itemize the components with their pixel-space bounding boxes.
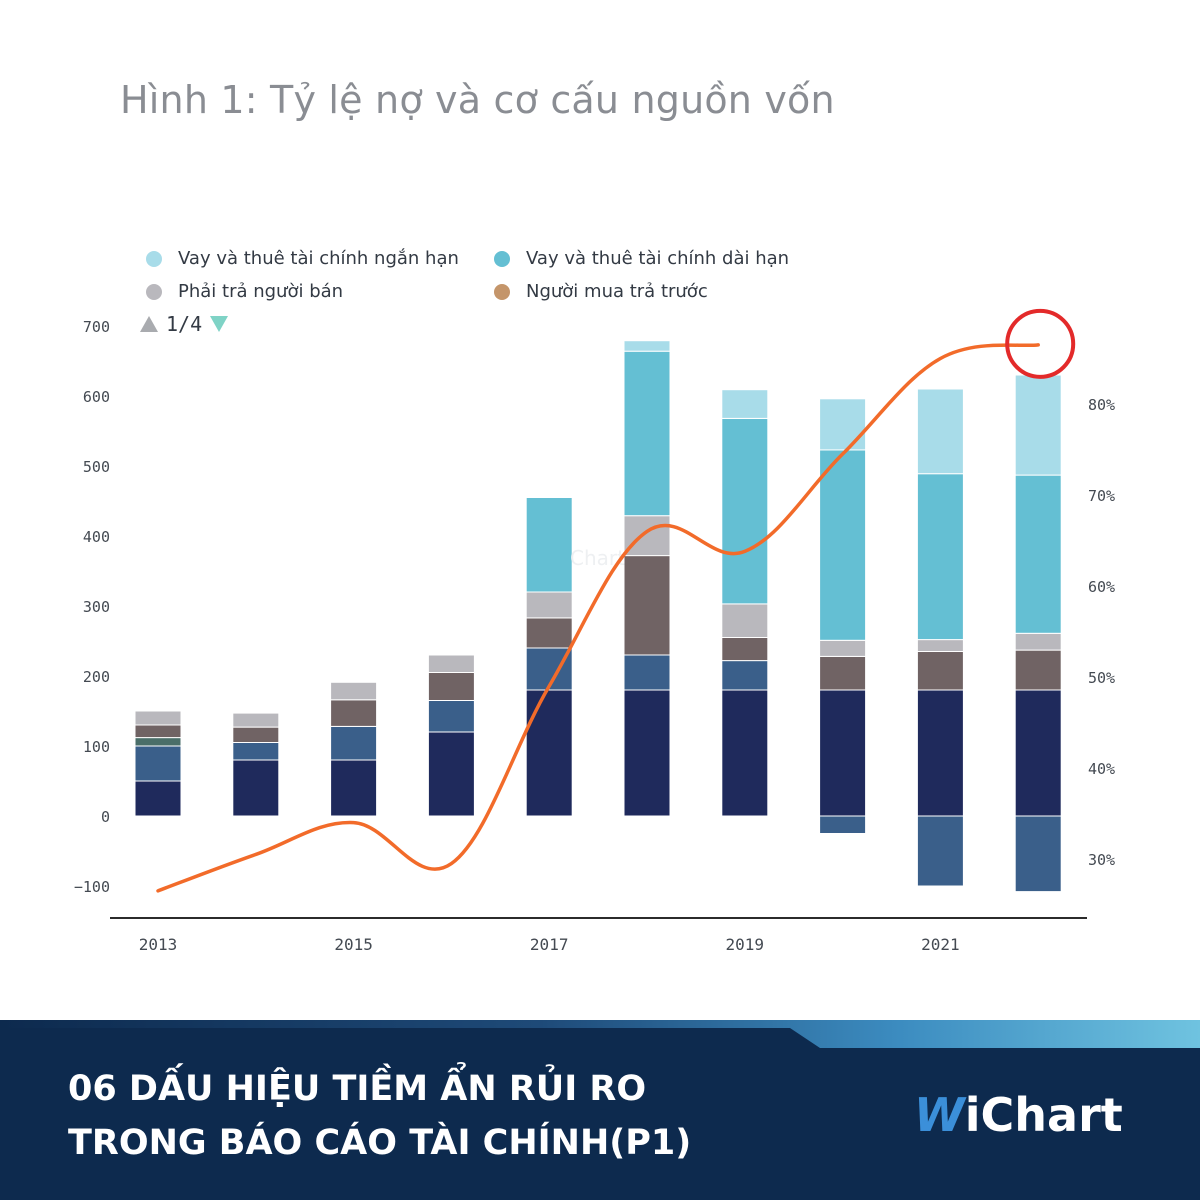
bar-segment <box>916 689 964 817</box>
bar-segment <box>819 689 867 817</box>
bar-segment <box>1014 374 1062 476</box>
bar-segment <box>134 780 182 817</box>
x-tick-label: 2017 <box>530 935 569 954</box>
bar-segment <box>232 742 280 761</box>
bar-segment <box>819 815 867 834</box>
bar-segment <box>134 724 182 739</box>
bar-segment <box>721 660 769 691</box>
bar-segment <box>1014 632 1062 651</box>
bar-segment <box>819 398 867 451</box>
y-right-tick-label: 60% <box>1088 578 1115 596</box>
legend-dot <box>494 250 510 267</box>
bar-segment <box>1014 649 1062 691</box>
logo-w-mark: W <box>914 1088 965 1142</box>
bar-segment <box>134 745 182 782</box>
legend-item-payables[interactable]: Phải trả người bán <box>146 281 343 302</box>
bar-segment <box>721 689 769 817</box>
y-left-tick-label: 500 <box>83 458 110 476</box>
y-right-tick-label: 40% <box>1088 760 1115 778</box>
bar-segment <box>232 759 280 817</box>
bar-segment <box>721 637 769 662</box>
debt-ratio-line <box>156 343 1040 893</box>
bar-segment <box>916 639 964 652</box>
y-right-tick-label: 80% <box>1088 396 1115 414</box>
bar-segment <box>1014 689 1062 817</box>
bar-segment <box>525 617 573 649</box>
bar-segment <box>330 699 378 727</box>
bar-segment <box>623 340 671 352</box>
bar-segment <box>819 639 867 657</box>
bar-segment <box>427 700 475 733</box>
y-left-tick-label: 100 <box>83 738 110 756</box>
bar-segment <box>721 603 769 639</box>
bar-segment <box>330 681 378 701</box>
bar-segment <box>232 726 280 743</box>
bar-segment <box>721 389 769 419</box>
bar-segment <box>1014 815 1062 893</box>
legend-item-long-term-loans[interactable]: Vay và thuê tài chính dài hạn <box>494 248 789 269</box>
bar-segment <box>623 515 671 557</box>
y-left-tick-label: 400 <box>83 528 110 546</box>
logo-text: iChart <box>964 1088 1123 1142</box>
bar-segment <box>721 417 769 605</box>
bar-segment <box>819 449 867 641</box>
headline-line-2: TRONG BÁO CÁO TÀI CHÍNH(P1) <box>68 1123 692 1163</box>
legend-label: Người mua trả trước <box>526 281 708 302</box>
chart-title: Hình 1: Tỷ lệ nợ và cơ cấu nguồn vốn <box>120 78 835 122</box>
y-left-tick-label: 300 <box>83 598 110 616</box>
bar-segment <box>427 731 475 817</box>
pager-down-icon[interactable] <box>210 316 229 332</box>
legend-label: Vay và thuê tài chính dài hạn <box>526 248 790 269</box>
bar-segment <box>916 651 964 691</box>
highlight-circle <box>1005 308 1076 379</box>
bar-segment <box>916 815 964 887</box>
legend-dot <box>146 250 162 267</box>
bar-segment <box>819 655 867 691</box>
x-tick-label: 2021 <box>921 935 960 954</box>
bar-segment <box>916 388 964 475</box>
bar-segment <box>525 497 573 593</box>
bar-segment <box>525 689 573 817</box>
bar-segment <box>623 555 671 656</box>
wichart-logo: W iChart <box>914 1088 1123 1142</box>
y-right-tick-label: 50% <box>1088 669 1115 687</box>
legend-label: Phải trả người bán <box>178 281 344 302</box>
y-left-tick-label: 600 <box>83 388 110 406</box>
y-right-tick-label: 30% <box>1088 851 1115 869</box>
bar-segment <box>330 725 378 761</box>
y-right-tick-label: 70% <box>1088 487 1115 505</box>
bar-segment <box>1014 474 1062 634</box>
headline-line-1: 06 DẤU HIỆU TIỀM ẨN RỦI RO <box>68 1069 647 1109</box>
bar-segment <box>525 591 573 619</box>
y-left-tick-label: −100 <box>74 878 110 896</box>
bar-segment <box>427 654 475 673</box>
footer-headline: 06 DẤU HIỆU TIỀM ẨN RỦI RO TRONG BÁO CÁO… <box>68 1062 691 1170</box>
legend-pager: 1/4 <box>140 312 229 336</box>
footer-banner <box>0 1020 1200 1200</box>
legend-label: Vay và thuê tài chính ngắn hạn <box>178 248 459 269</box>
pager-up-icon[interactable] <box>140 316 158 332</box>
legend-item-advances[interactable]: Người mua trả trước <box>494 281 708 302</box>
x-tick-label: 2019 <box>726 935 765 954</box>
bar-segment <box>623 654 671 691</box>
pager-text: 1/4 <box>166 312 203 336</box>
bar-segment <box>623 350 671 517</box>
y-left-tick-label: 200 <box>83 668 110 686</box>
bar-segment <box>623 689 671 817</box>
chart-area: 700 600 500 400 300 200 100 0 −100 80% 70% 60% 50% 40… <box>74 308 1115 954</box>
bar-segment <box>134 737 182 747</box>
bar-segment <box>330 759 378 817</box>
bar-segment <box>916 473 964 641</box>
bar-segment <box>134 710 182 726</box>
bar-segment <box>427 672 475 701</box>
x-tick-label: 2015 <box>334 935 373 954</box>
legend-dot <box>146 283 162 300</box>
footer-stripe <box>0 1020 1200 1048</box>
y-left-tick-label: 700 <box>83 318 110 336</box>
y-left-tick-label: 0 <box>101 808 110 826</box>
legend-dot <box>494 283 510 300</box>
bar-segment <box>232 712 280 728</box>
legend-item-short-term-loans[interactable]: Vay và thuê tài chính ngắn hạn <box>146 248 459 269</box>
x-tick-label: 2013 <box>139 935 178 954</box>
